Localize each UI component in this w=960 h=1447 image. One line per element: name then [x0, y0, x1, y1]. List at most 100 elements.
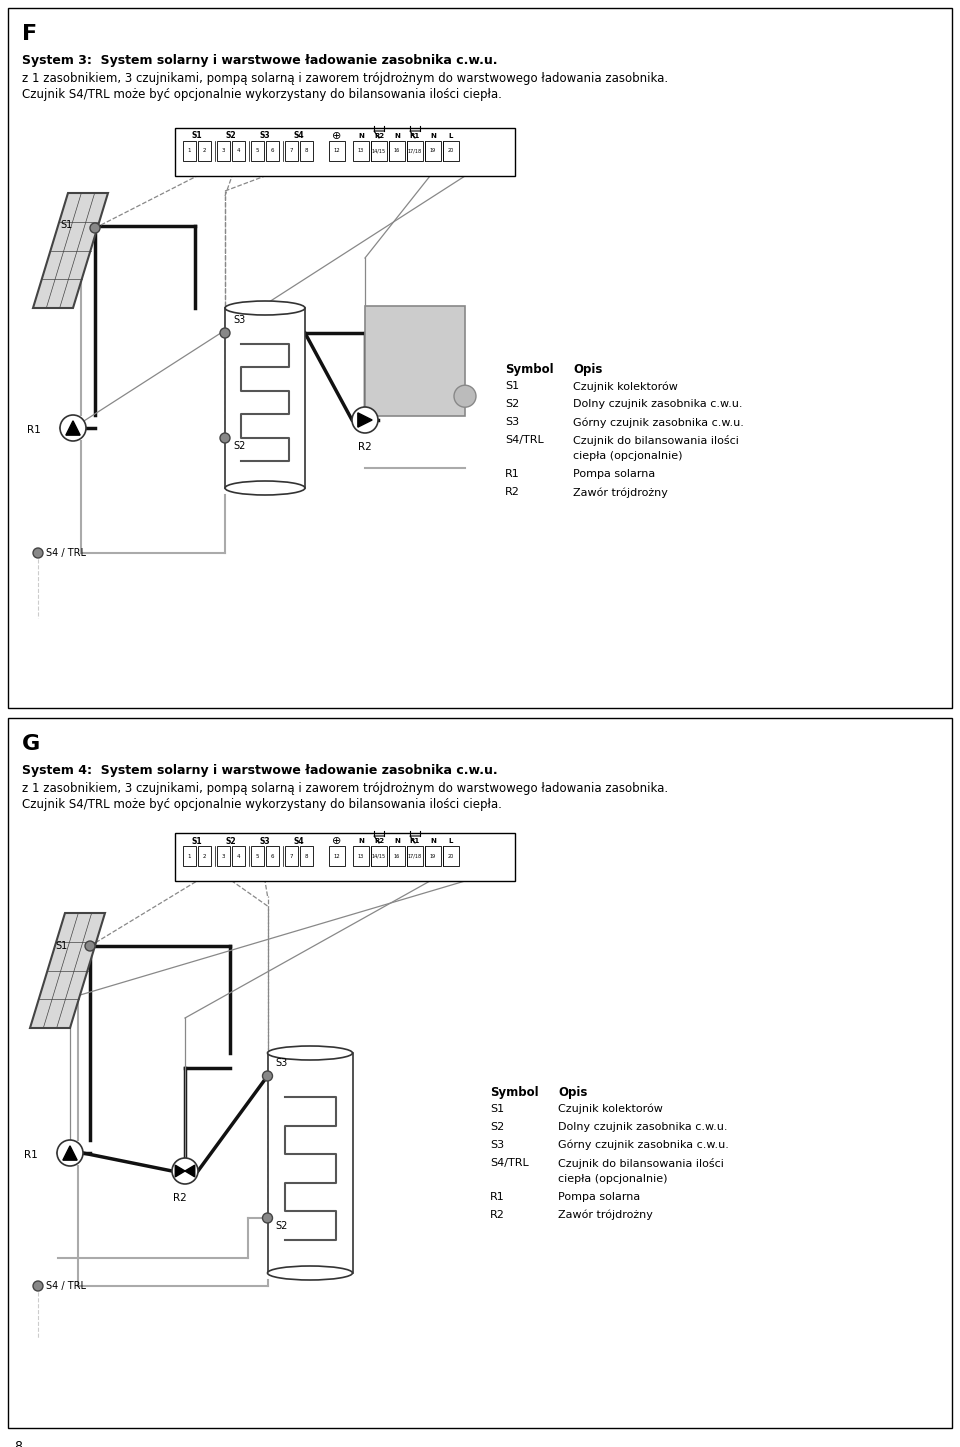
Text: R2: R2 — [374, 838, 384, 844]
Text: 20: 20 — [448, 854, 454, 858]
Text: S2: S2 — [226, 836, 236, 845]
Circle shape — [60, 415, 86, 441]
Text: N: N — [394, 838, 400, 844]
Text: Czujnik S4/TRL może być opcjonalnie wykorzystany do bilansowania ilości ciepła.: Czujnik S4/TRL może być opcjonalnie wyko… — [22, 797, 502, 810]
Text: 3: 3 — [222, 149, 226, 153]
Text: 5: 5 — [255, 149, 259, 153]
Text: S1: S1 — [56, 941, 68, 951]
Text: 20: 20 — [448, 149, 454, 153]
Bar — [285, 140, 298, 161]
Text: 4: 4 — [237, 149, 240, 153]
Text: 2: 2 — [203, 149, 206, 153]
Bar — [300, 846, 313, 865]
Bar — [407, 846, 423, 865]
Text: System 3:  System solarny i warstwowe ładowanie zasobnika c.w.u.: System 3: System solarny i warstwowe ład… — [22, 54, 497, 67]
Text: ciepła (opcjonalnie): ciepła (opcjonalnie) — [573, 451, 683, 462]
Text: R1: R1 — [24, 1150, 38, 1160]
Text: Symbol: Symbol — [505, 363, 554, 376]
Text: 6: 6 — [271, 854, 275, 858]
Text: Opis: Opis — [573, 363, 602, 376]
Bar — [175, 833, 515, 881]
Text: R1: R1 — [490, 1192, 505, 1202]
Text: 16: 16 — [394, 854, 400, 858]
Text: 7: 7 — [290, 149, 293, 153]
Text: S1: S1 — [505, 381, 519, 391]
Text: 13: 13 — [358, 149, 364, 153]
Text: Zawór trójdrożny: Zawór trójdrożny — [573, 488, 668, 498]
Text: 17/18: 17/18 — [408, 854, 422, 858]
Text: R1: R1 — [410, 838, 420, 844]
Text: Czujnik kolektorów: Czujnik kolektorów — [558, 1104, 662, 1114]
Bar — [407, 140, 423, 161]
Ellipse shape — [268, 1266, 352, 1281]
Polygon shape — [30, 913, 105, 1027]
Text: N: N — [394, 133, 400, 139]
Text: 12: 12 — [334, 854, 341, 858]
Text: S3: S3 — [260, 132, 271, 140]
Bar — [329, 140, 345, 161]
Text: L: L — [449, 133, 453, 139]
Bar — [266, 846, 279, 865]
Text: S2: S2 — [226, 132, 236, 140]
Text: 19: 19 — [430, 149, 436, 153]
Text: R1: R1 — [27, 425, 41, 436]
Text: ⊕: ⊕ — [332, 132, 342, 140]
Bar — [198, 140, 211, 161]
Text: S4 / TRL: S4 / TRL — [46, 548, 86, 559]
Text: 2: 2 — [203, 854, 206, 858]
Ellipse shape — [268, 1046, 352, 1061]
Bar — [371, 140, 387, 161]
Text: S3: S3 — [260, 836, 271, 845]
Text: N: N — [358, 133, 364, 139]
Bar — [389, 846, 405, 865]
Bar — [365, 305, 465, 415]
Text: ⊕: ⊕ — [332, 836, 342, 846]
Text: R2: R2 — [374, 133, 384, 139]
Polygon shape — [176, 1165, 185, 1176]
Bar — [329, 846, 345, 865]
Text: Górny czujnik zasobnika c.w.u.: Górny czujnik zasobnika c.w.u. — [573, 417, 744, 427]
Circle shape — [262, 1071, 273, 1081]
Text: ciepła (opcjonalnie): ciepła (opcjonalnie) — [558, 1174, 667, 1184]
Text: 5: 5 — [255, 854, 259, 858]
Text: Górny czujnik zasobnika c.w.u.: Górny czujnik zasobnika c.w.u. — [558, 1140, 729, 1150]
Bar — [268, 1053, 352, 1273]
Text: Dolny czujnik zasobnika c.w.u.: Dolny czujnik zasobnika c.w.u. — [573, 399, 742, 410]
Bar — [389, 140, 405, 161]
Text: Zawór trójdrożny: Zawór trójdrożny — [558, 1210, 653, 1220]
Circle shape — [220, 433, 230, 443]
Bar — [232, 140, 245, 161]
Text: S3: S3 — [490, 1140, 504, 1150]
Text: G: G — [22, 734, 40, 754]
Text: Czujnik do bilansowania ilości: Czujnik do bilansowania ilości — [558, 1158, 724, 1169]
Text: S4: S4 — [294, 836, 304, 845]
Text: Opis: Opis — [558, 1087, 588, 1100]
Text: R2: R2 — [358, 441, 372, 451]
Text: z 1 zasobnikiem, 3 czujnikami, pompą solarną i zaworem trójdrożnym do warstwoweg: z 1 zasobnikiem, 3 czujnikami, pompą sol… — [22, 781, 668, 794]
Circle shape — [262, 1213, 273, 1223]
Bar — [183, 846, 196, 865]
Text: S2: S2 — [490, 1121, 504, 1132]
Text: S3: S3 — [505, 417, 519, 427]
Bar — [353, 140, 369, 161]
Text: Czujnik kolektorów: Czujnik kolektorów — [573, 381, 678, 392]
Text: 7: 7 — [290, 854, 293, 858]
Text: S4/TRL: S4/TRL — [505, 436, 543, 446]
Circle shape — [172, 1158, 198, 1184]
Polygon shape — [62, 1146, 77, 1160]
Circle shape — [33, 548, 43, 559]
Bar — [251, 140, 264, 161]
Bar — [443, 140, 459, 161]
Bar — [425, 140, 441, 161]
Ellipse shape — [225, 301, 305, 315]
Text: S4 / TRL: S4 / TRL — [46, 1281, 86, 1291]
Text: 14/15: 14/15 — [372, 149, 386, 153]
Text: R1: R1 — [505, 469, 519, 479]
Polygon shape — [358, 412, 372, 427]
Text: R2: R2 — [505, 488, 520, 496]
Bar — [232, 846, 245, 865]
Text: N: N — [358, 838, 364, 844]
Text: 16: 16 — [394, 149, 400, 153]
Text: S2: S2 — [505, 399, 519, 410]
Circle shape — [57, 1140, 83, 1166]
